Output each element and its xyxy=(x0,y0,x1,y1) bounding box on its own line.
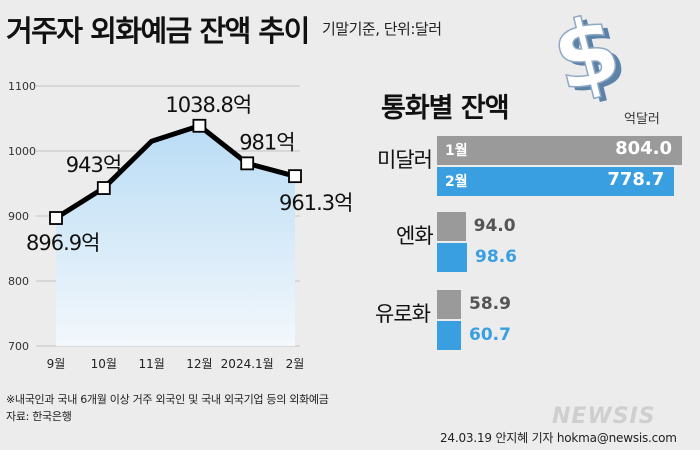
data-point xyxy=(240,156,255,171)
footnote: ※내국인과 국내 6개월 이상 거주 외국인 및 국내 외국기업 등의 외화예금 xyxy=(6,393,329,406)
bar-chart-title: 통화별 잔액 xyxy=(381,93,510,124)
bar-jan xyxy=(437,290,461,319)
page-subtitle: 기말기준, 단위:달러 xyxy=(322,20,442,38)
bar-jan xyxy=(437,212,466,241)
y-axis-ticks: 700 800 900 1000 1100 xyxy=(8,80,36,353)
x-tick-label: 9월 xyxy=(47,357,66,371)
data-point xyxy=(49,211,63,225)
data-label: 981억 xyxy=(239,130,294,154)
bar-value: 58.9 xyxy=(469,294,511,314)
dollar-sign-icon: $ $ xyxy=(548,6,628,106)
data-point xyxy=(192,118,207,133)
bar-value: 98.6 xyxy=(475,247,517,267)
series-line xyxy=(54,123,296,221)
x-tick-label: 12월 xyxy=(186,357,212,371)
bar-value: 804.0 xyxy=(615,138,672,159)
y-tick-label: 700 xyxy=(8,340,29,353)
bar-chart-unit: 억달러 xyxy=(624,112,660,127)
x-tick-label: 11월 xyxy=(138,357,164,371)
bar-value: 94.0 xyxy=(473,216,516,236)
page-title: 거주자 외화예금 잔액 추이 xyxy=(6,14,310,48)
data-point xyxy=(288,169,302,184)
data-point xyxy=(96,181,111,195)
data-points xyxy=(49,118,302,225)
data-label: 961.3억 xyxy=(279,191,352,215)
x-tick-label: 2024.1월 xyxy=(221,357,274,371)
x-axis-ticks: 9월 10월 11월 12월 2024.1월 2월 xyxy=(47,357,305,371)
area-fill xyxy=(56,125,295,346)
data-label: 1038.8억 xyxy=(165,93,251,117)
x-tick-label: 10월 xyxy=(91,357,117,371)
y-tick-label: 1000 xyxy=(8,145,36,158)
data-label: 943억 xyxy=(66,153,121,177)
x-tick-label: 2월 xyxy=(286,357,305,371)
line-chart: 700 800 900 1000 1100 896.9억 943억 1038.8억 981억 9… xyxy=(8,80,353,371)
bar-jan: 1월 804.0 xyxy=(437,136,682,165)
currency-label: 엔화 xyxy=(396,224,434,248)
bar-feb xyxy=(437,321,461,350)
y-tick-label: 1100 xyxy=(8,80,36,93)
bar-value: 60.7 xyxy=(469,325,511,345)
y-tick-label: 800 xyxy=(8,275,29,288)
bar-value: 778.7 xyxy=(607,169,665,190)
bar-feb: 2월 778.7 xyxy=(437,167,675,196)
bar-month-label: 1월 xyxy=(445,143,468,159)
data-label: 896.9억 xyxy=(26,231,99,255)
watermark-logo: NEWSIS xyxy=(552,404,656,429)
bar-month-label: 2월 xyxy=(445,174,468,190)
currency-label: 유로화 xyxy=(375,302,431,326)
source-note: 자료: 한국은행 xyxy=(6,410,72,423)
data-labels: 896.9억 943억 1038.8억 981억 961.3억 xyxy=(26,93,353,255)
credit-line: 24.03.19 안지혜 기자 hokma@newsis.com xyxy=(440,431,677,445)
y-tick-label: 900 xyxy=(8,210,29,223)
currency-label: 미달러 xyxy=(377,148,433,172)
bar-feb xyxy=(437,243,468,272)
